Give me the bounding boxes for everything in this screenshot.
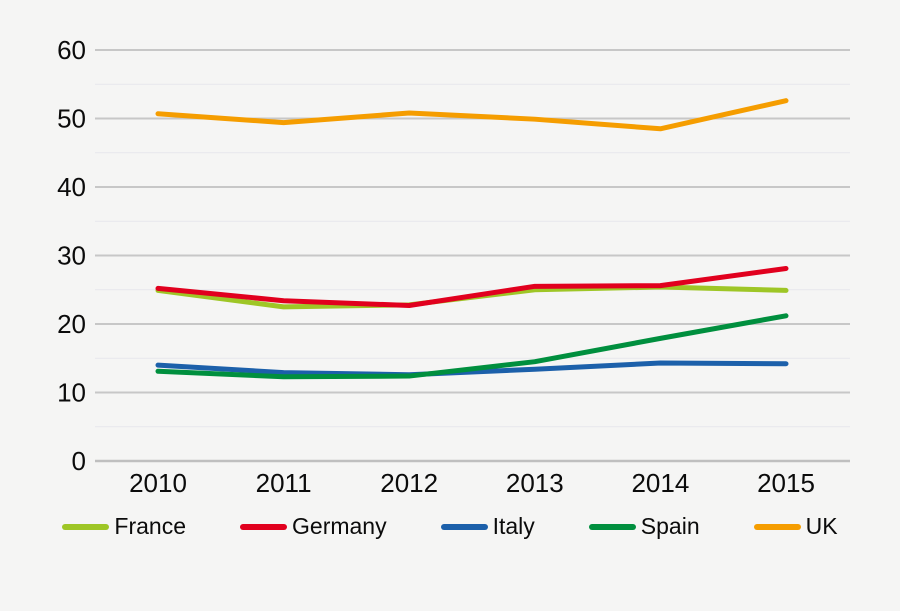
y-axis-tick-label: 30	[57, 241, 86, 271]
legend-label: Germany	[292, 513, 387, 539]
line-chart: 0 10 20 30 40 50 60 2010 2011 2012 2013 2014 2015	[57, 35, 850, 498]
y-axis-tick-label: 60	[57, 35, 86, 65]
legend-item-uk: UK	[753, 513, 838, 539]
legend-label: France	[114, 513, 187, 539]
legend-item-spain: Spain	[588, 513, 700, 539]
legend-label: UK	[805, 513, 838, 539]
y-axis-tick-label: 20	[57, 309, 86, 339]
y-axis-tick-label: 50	[57, 104, 86, 134]
legend-label: Spain	[640, 513, 700, 539]
chart-legend: France Germany Italy Spain UK	[0, 515, 900, 538]
legend-item-italy: Italy	[440, 513, 535, 539]
legend-swatch-icon	[62, 523, 110, 530]
x-axis-tick-label: 2014	[631, 468, 689, 498]
legend-item-france: France	[62, 515, 186, 538]
x-axis-tick-label: 2012	[380, 468, 438, 498]
legend-swatch-icon	[588, 523, 636, 530]
series-line-spain	[155, 313, 789, 380]
legend-label: Italy	[492, 513, 535, 539]
y-axis-tick-label: 10	[57, 378, 86, 408]
x-axis-tick-label: 2013	[506, 468, 564, 498]
legend-item-germany: Germany	[240, 515, 387, 538]
x-axis-tick-label: 2010	[129, 468, 187, 498]
legend-swatch-icon	[753, 523, 801, 530]
y-axis-tick-label: 0	[72, 446, 86, 476]
series-line-uk	[155, 98, 789, 132]
y-axis-tick-label: 40	[57, 172, 86, 202]
series-line-germany	[155, 266, 789, 309]
series-line-italy	[155, 360, 789, 378]
legend-swatch-icon	[440, 523, 488, 530]
x-axis-tick-label: 2011	[256, 468, 312, 498]
x-axis-tick-label: 2015	[757, 468, 815, 498]
legend-swatch-icon	[240, 523, 288, 530]
